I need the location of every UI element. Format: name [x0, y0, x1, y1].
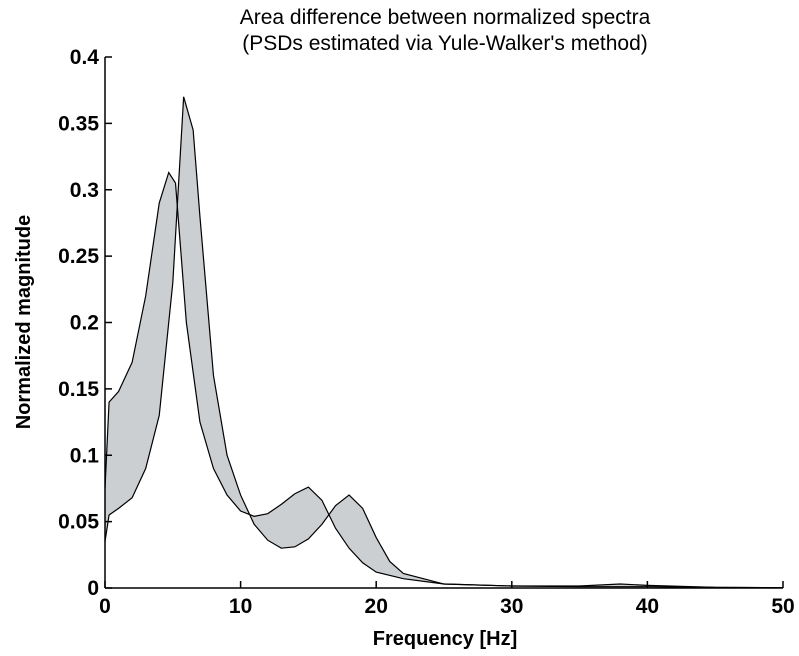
- x-axis-label: Frequency [Hz]: [373, 628, 517, 650]
- x-tick-label: 20: [365, 595, 388, 618]
- x-tick-label: 40: [636, 595, 659, 618]
- y-tick-label: 0.4: [70, 46, 100, 69]
- area-difference-fill: [105, 96, 783, 588]
- y-tick-label: 0.35: [58, 112, 99, 135]
- y-axis-label: Normalized magnitude: [13, 215, 35, 429]
- x-tick-label: 0: [99, 595, 111, 618]
- ticks: 0 10 20 30 40 50 0 0.05 0.1 0.15 0.2 0.25 0.3 0.35 0.4: [58, 46, 795, 618]
- y-tick-label: 0: [87, 577, 99, 600]
- y-tick-label: 0.15: [58, 378, 99, 401]
- y-tick-label: 0.25: [58, 245, 99, 268]
- x-tick-label: 30: [500, 595, 523, 618]
- y-tick-label: 0.1: [70, 444, 100, 467]
- y-tick-label: 0.3: [70, 179, 99, 202]
- y-tick-label: 0.05: [58, 511, 99, 534]
- y-tick-label: 0.2: [70, 312, 99, 335]
- x-tick-label: 10: [229, 595, 252, 618]
- chart-title: Area difference between normalized spect…: [240, 6, 651, 29]
- series-2-line: [104, 96, 784, 589]
- chart-subtitle: (PSDs estimated via Yule-Walker's method…: [242, 32, 648, 55]
- x-tick-label: 50: [771, 595, 794, 618]
